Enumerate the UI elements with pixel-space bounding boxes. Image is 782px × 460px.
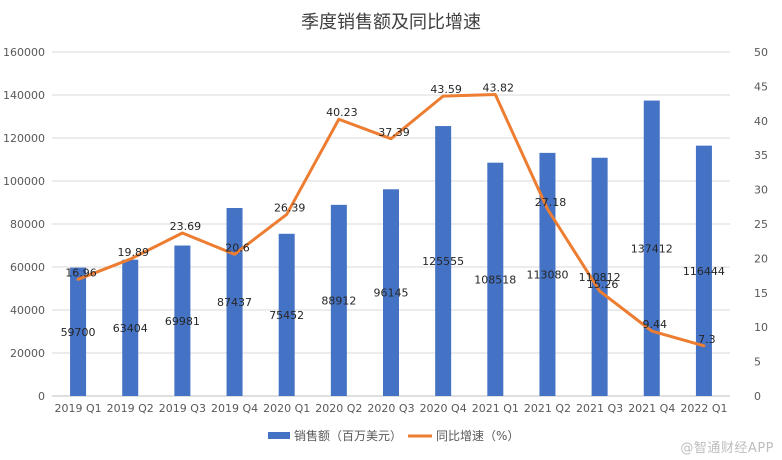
line-value-label: 15.26 [587,278,619,291]
x-tick-label: 2021 Q3 [576,402,623,415]
y-right-tick-label: 15 [754,287,768,300]
legend-label-bar: 销售额（百万美元） [294,428,402,443]
y-right-tick-label: 25 [754,218,768,231]
x-tick-label: 2020 Q4 [420,402,467,415]
y-right-tick-label: 5 [754,356,761,369]
growth-line [76,93,706,348]
line-value-label: 16.96 [65,266,97,279]
bar-value-label: 69981 [165,315,200,328]
bar-value-label: 75452 [269,309,304,322]
y-right-tick-label: 45 [754,80,768,93]
x-axis: 2019 Q1 2019 Q2 2019 Q3 2019 Q4 2020 Q1 2020 … [54,402,727,415]
line-data-labels: 16.96 19.89 23.69 20.6 26.39 40.23 37.39 43.59 4… [65,82,715,346]
x-tick-label: 2020 Q2 [315,402,362,415]
x-tick-label: 2019 Q1 [54,402,101,415]
chart-title: 季度销售额及同比增速 [301,12,481,33]
x-tick-label: 2019 Q4 [211,402,258,415]
bar [330,204,347,396]
legend-swatch-bar [268,432,290,439]
bar-data-labels: 59700 63404 69981 87437 75452 88912 96145 12555… [61,242,725,339]
line-value-label: 20.6 [225,241,250,254]
x-tick-label: 2019 Q3 [159,402,206,415]
line-value-label: 43.82 [483,82,515,95]
y-left-tick-label: 160000 [3,46,45,59]
y-right-tick-label: 20 [754,252,768,265]
bar-value-label: 116444 [683,265,725,278]
y-left-tick-label: 140000 [3,89,45,102]
bar [226,208,243,396]
y-left-tick-label: 120000 [3,132,45,145]
bar-value-label: 110812 [579,271,621,284]
legend-label-line: 同比增速（%） [436,429,519,443]
x-tick-label: 2022 Q1 [680,402,727,415]
y-axis-left: 0 20000 40000 60000 80000 100000 120000 140000 1… [3,46,45,403]
bar-value-label: 113080 [526,268,568,281]
bar-value-label: 63404 [113,322,148,335]
x-tick-label: 2021 Q4 [628,402,675,415]
line-value-label: 23.69 [170,220,202,233]
line-series [76,93,706,348]
bar-value-label: 88912 [321,294,356,307]
y-left-tick-label: 40000 [10,304,45,317]
bar-value-label: 137412 [631,242,673,255]
y-right-tick-label: 35 [754,149,768,162]
y-left-tick-label: 20000 [10,347,45,360]
x-tick-label: 2021 Q1 [472,402,519,415]
line-value-label: 37.39 [378,126,410,139]
watermark: @智通财经APP [680,441,774,456]
y-right-tick-label: 40 [754,115,768,128]
x-tick-label: 2021 Q2 [524,402,571,415]
bar [643,100,660,396]
y-left-tick-label: 0 [38,390,45,403]
bar-value-label: 125555 [422,255,464,268]
bar [70,267,87,396]
bar-value-label: 96145 [374,287,409,300]
line-value-label: 26.39 [274,201,306,214]
bar-value-label: 87437 [217,296,252,309]
y-axis-right: 0 5 10 15 20 25 30 35 40 45 50 [754,46,768,403]
y-right-tick-label: 50 [754,46,768,59]
bar-value-label: 59700 [61,326,96,339]
x-tick-label: 2020 Q1 [263,402,310,415]
y-right-tick-label: 10 [754,321,768,334]
bar-value-label: 108518 [474,273,516,286]
bar [487,162,504,396]
line-value-label: 9.44 [643,318,668,331]
bar [695,145,712,396]
x-tick-label: 2019 Q2 [107,402,154,415]
line-value-label: 19.89 [117,246,149,259]
bar [278,233,295,396]
legend: 销售额（百万美元） 同比增速（%） [268,428,519,443]
line-value-label: 40.23 [326,106,358,119]
bar-series [70,100,712,396]
bar [591,157,608,396]
line-value-label: 27.18 [535,196,567,209]
bar [174,245,191,396]
bar [435,126,452,396]
line-value-label: 7.3 [698,333,716,346]
y-left-tick-label: 100000 [3,175,45,188]
y-left-tick-label: 80000 [10,218,45,231]
y-left-tick-label: 60000 [10,261,45,274]
line-value-label: 43.59 [430,83,462,96]
bar [383,189,399,396]
y-right-tick-label: 0 [754,390,761,403]
y-right-tick-label: 30 [754,184,768,197]
x-tick-label: 2020 Q3 [367,402,414,415]
bar [122,259,139,396]
